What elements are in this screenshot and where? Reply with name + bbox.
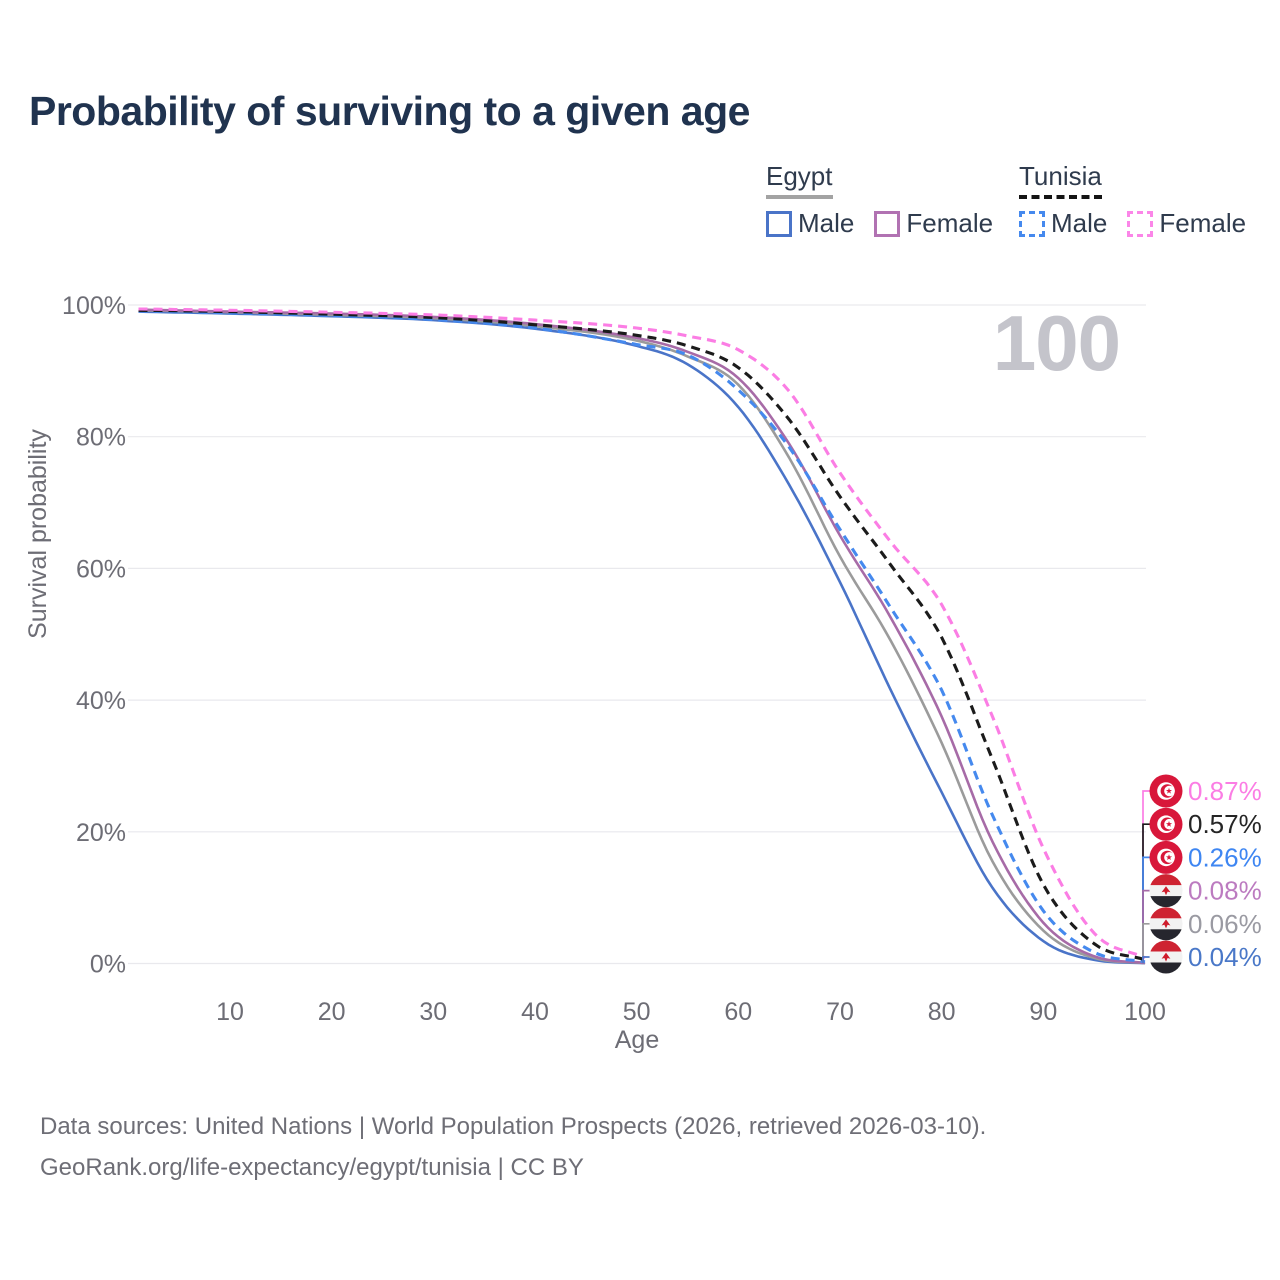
- end-value-egypt-female: 0.08%: [1188, 876, 1262, 906]
- end-value-tunisia-male: 0.26%: [1188, 842, 1262, 872]
- egypt-flag-icon: [1149, 874, 1183, 908]
- legend-item-egypt-male[interactable]: Male: [766, 208, 854, 239]
- footer: Data sources: United Nations | World Pop…: [40, 1106, 986, 1188]
- age-counter-watermark: 100: [993, 299, 1120, 387]
- x-axis-title: Age: [615, 1026, 659, 1054]
- legend-item-tunisia-female[interactable]: Female: [1127, 208, 1246, 239]
- legend-country-tunisia[interactable]: Tunisia: [1019, 161, 1102, 199]
- end-value-tunisia-female: 0.87%: [1188, 776, 1262, 806]
- tunisia-flag-icon: [1149, 840, 1183, 874]
- x-tick-label: 10: [216, 998, 244, 1026]
- tunisia-flag-icon: [1149, 807, 1183, 841]
- end-value-egypt-male: 0.04%: [1188, 942, 1262, 972]
- egypt-flag-icon: [1149, 940, 1183, 974]
- tunisia-female-swatch-icon[interactable]: [1127, 210, 1154, 237]
- y-tick-label: 100%: [62, 292, 126, 320]
- y-tick-label: 20%: [76, 819, 126, 847]
- leader-line-egypt-female: [1142, 889, 1150, 963]
- end-value-labels: 0.87% 0.57% 0.26% 0.08% 0.06% 0.04%: [1188, 776, 1262, 972]
- y-tick-label: 0%: [90, 951, 126, 979]
- legend-group-tunisia: Tunisia Male Female: [1019, 161, 1246, 239]
- x-tick-label: 70: [826, 998, 854, 1026]
- y-tick-label: 60%: [76, 555, 126, 583]
- egypt-flag-icon: [1149, 907, 1183, 941]
- end-label-flag-icons: [1149, 774, 1183, 974]
- legend-item-tunisia-male[interactable]: Male: [1019, 208, 1107, 239]
- curve-tunisia-female[interactable]: [138, 307, 1146, 960]
- curve-egypt-all[interactable]: [138, 309, 1146, 965]
- gridlines: [128, 304, 1146, 965]
- x-tick-label: 20: [318, 998, 346, 1026]
- x-tick-label: 100: [1124, 998, 1166, 1026]
- axis-tick-labels: 0% 20% 40% 60% 80% 100% 10 20 30 40 50 60 70 80 90 100: [62, 292, 1166, 1026]
- footer-source-line1: Data sources: United Nations | World Pop…: [40, 1113, 987, 1140]
- tunisia-male-swatch-icon[interactable]: [1019, 210, 1045, 237]
- footer-source-line2: GeoRank.org/life-expectancy/egypt/tunisi…: [40, 1154, 584, 1181]
- leader-line-tunisia-female: [1142, 790, 1150, 958]
- end-value-egypt-all: 0.06%: [1188, 909, 1262, 939]
- legend-label-tunisia-female: Female: [1159, 208, 1247, 238]
- end-label-leader-lines: [1142, 790, 1150, 964]
- legend-group-egypt: Egypt Male Female: [766, 161, 993, 239]
- egypt-female-swatch-icon[interactable]: [874, 210, 901, 237]
- legend-label-tunisia-male: Male: [1051, 208, 1108, 238]
- x-tick-label: 90: [1029, 998, 1057, 1026]
- y-axis-title: Survival probability: [24, 429, 52, 639]
- x-tick-label: 40: [521, 998, 549, 1026]
- survival-curves: [138, 307, 1146, 965]
- curve-tunisia-all[interactable]: [138, 308, 1146, 962]
- x-tick-label: 30: [419, 998, 447, 1026]
- y-tick-label: 80%: [76, 424, 126, 452]
- egypt-male-swatch-icon[interactable]: [766, 210, 792, 237]
- tunisia-flag-icon: [1149, 774, 1183, 808]
- x-tick-label: 60: [724, 998, 752, 1026]
- end-value-tunisia-all: 0.57%: [1188, 809, 1262, 839]
- legend-label-egypt-female: Female: [906, 208, 994, 238]
- leader-line-egypt-male: [1142, 956, 1150, 964]
- leader-line-tunisia-male: [1142, 856, 1150, 962]
- legend-country-egypt[interactable]: Egypt: [766, 161, 833, 199]
- leader-line-egypt-all: [1142, 922, 1150, 964]
- legend-item-egypt-female[interactable]: Female: [874, 208, 993, 239]
- y-tick-label: 40%: [76, 687, 126, 715]
- legend-label-egypt-male: Male: [798, 208, 855, 238]
- x-tick-label: 50: [623, 998, 651, 1026]
- leader-line-tunisia-all: [1142, 823, 1150, 960]
- page-title: Probability of surviving to a given age: [29, 88, 750, 134]
- x-tick-label: 80: [928, 998, 956, 1026]
